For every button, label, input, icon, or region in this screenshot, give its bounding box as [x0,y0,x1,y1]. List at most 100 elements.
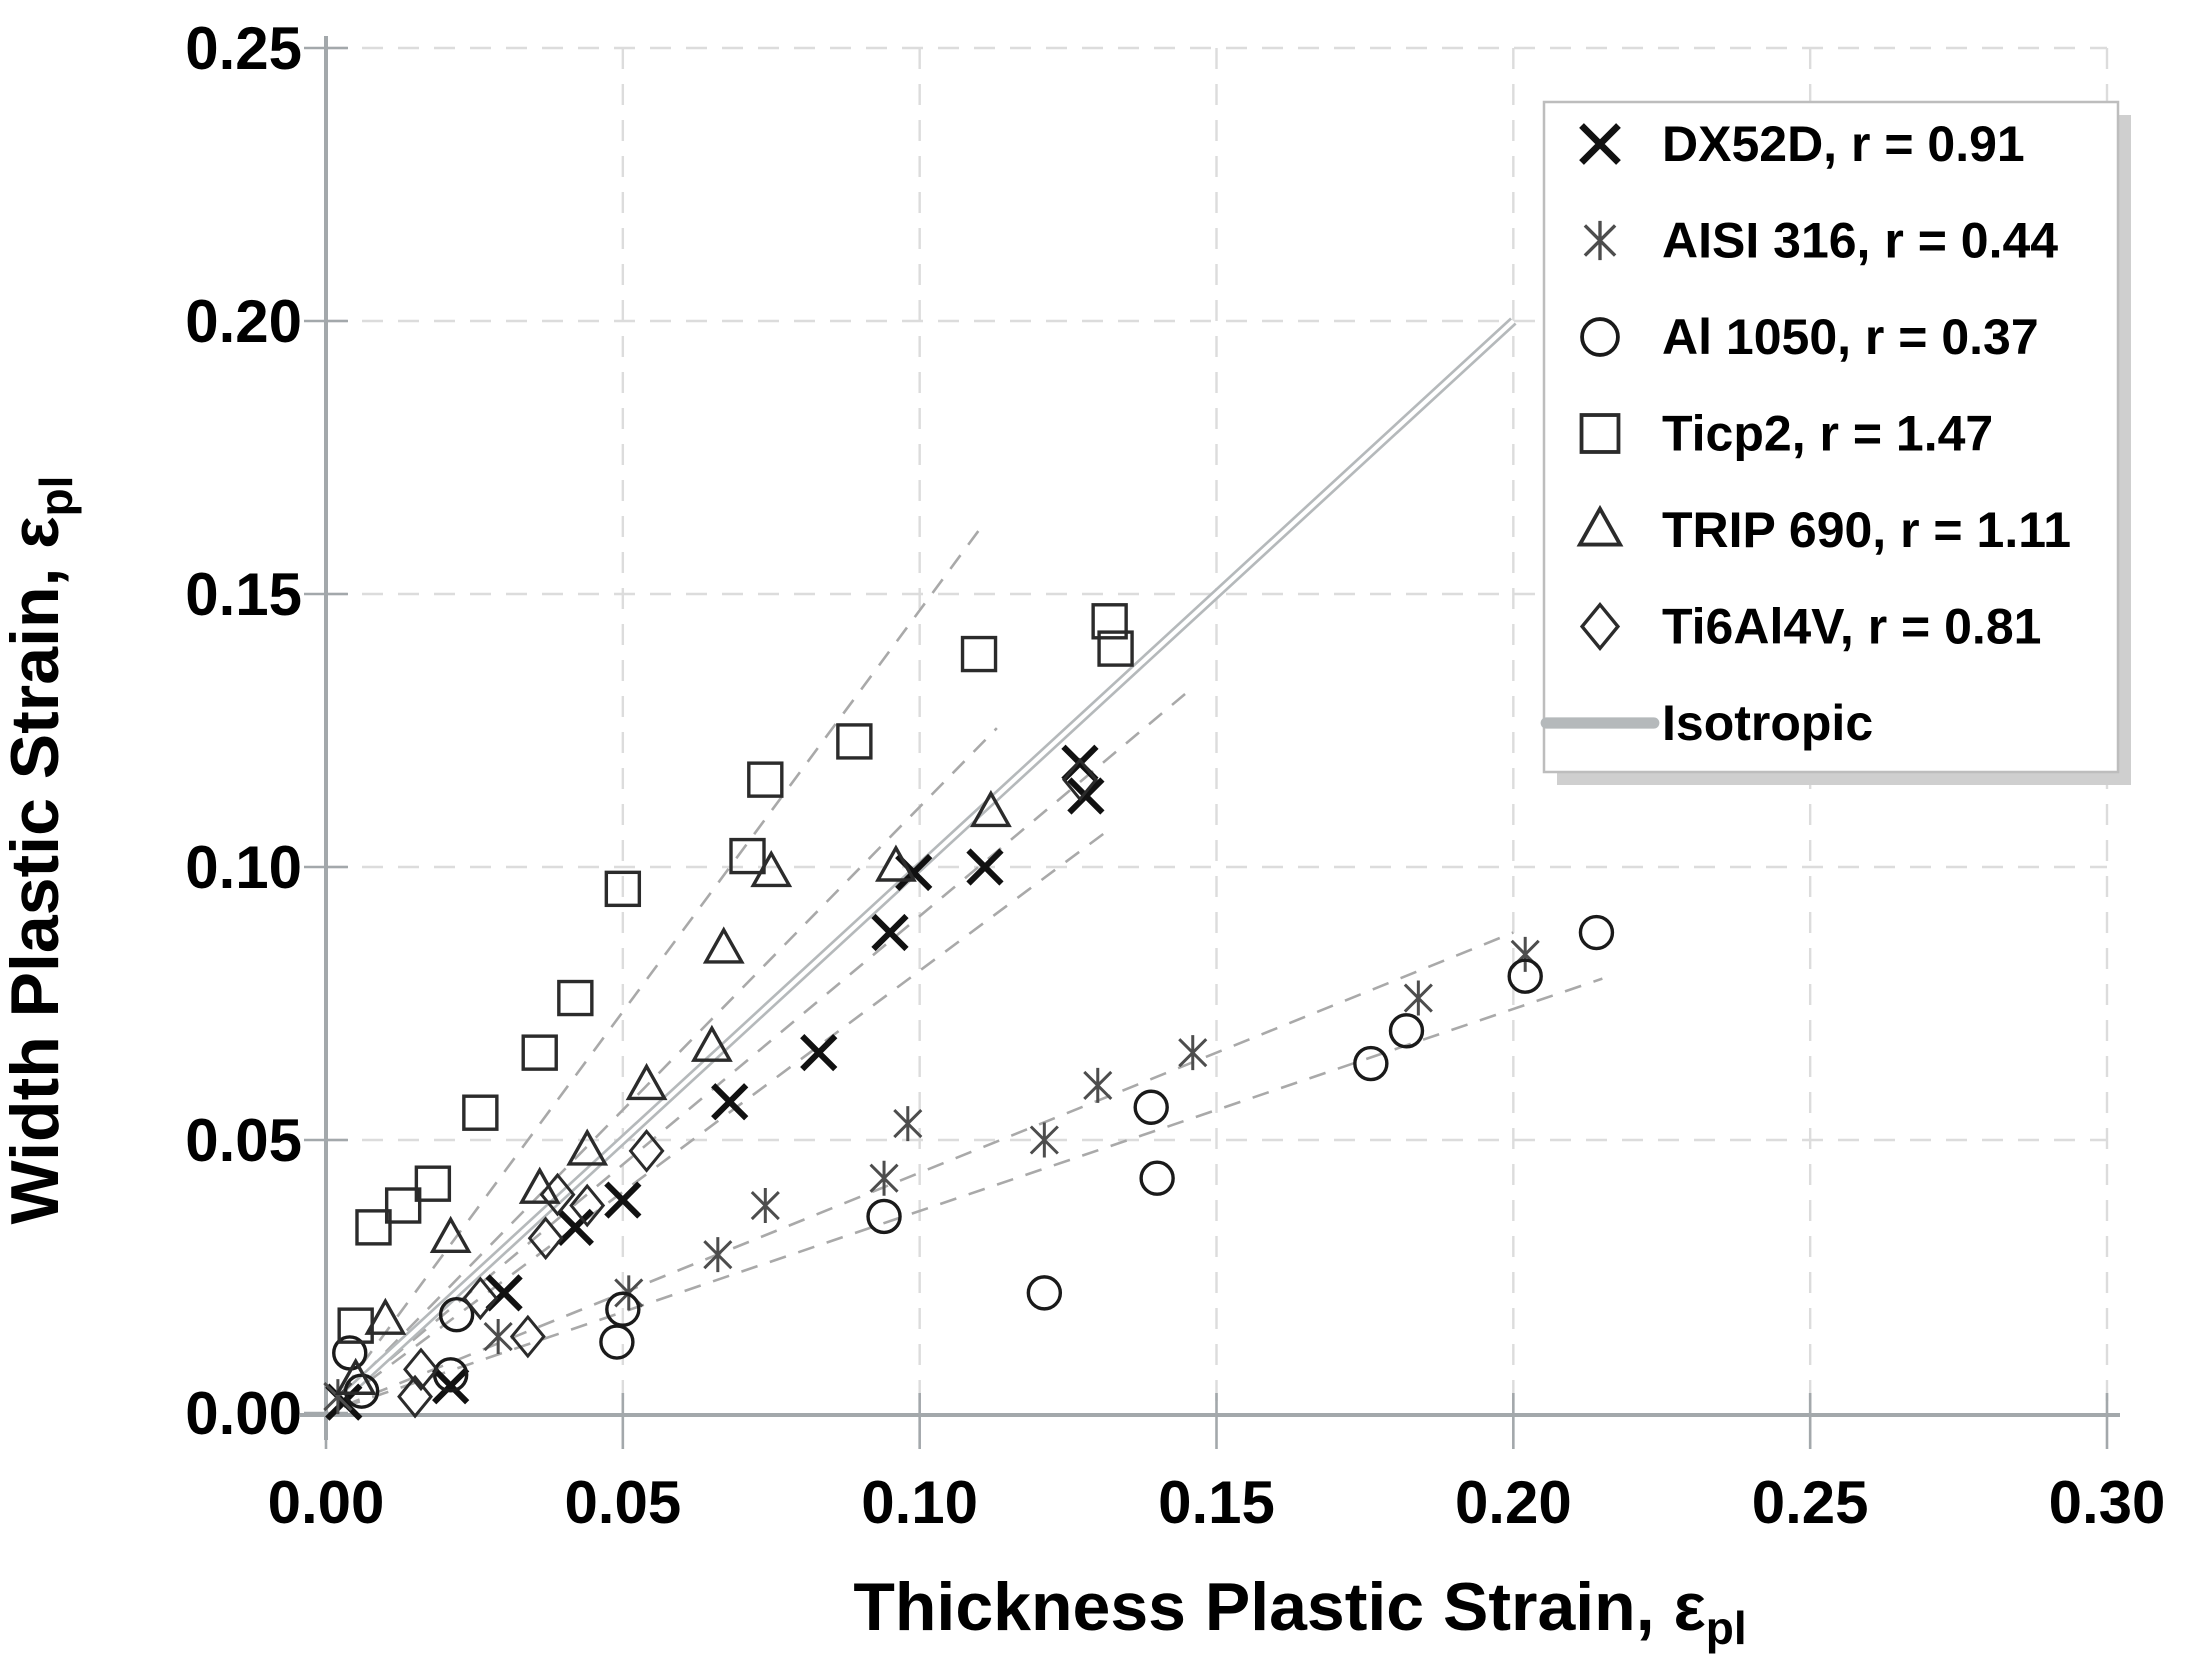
asterisk-marker-glyph [1178,1035,1208,1071]
y-tick-label: 0.00 [185,1380,302,1447]
x-tick-label: 0.20 [1455,1469,1572,1536]
legend-marker-circle [1580,317,1620,357]
axes [300,36,2120,1449]
circle-marker-glyph [605,1291,641,1327]
legend-item-label: TRIP 690, r = 1.11 [1662,502,2071,558]
x-tick-label: 0.15 [1158,1469,1275,1536]
circle-marker-glyph [1507,958,1543,994]
square-marker-glyph [1579,413,1621,454]
asterisk-marker-glyph [1029,1122,1059,1158]
data-markers [323,603,1615,1421]
square-marker-glyph [355,1209,392,1246]
asterisk-marker-glyph [750,1188,780,1224]
series-marker-trip-690 [750,849,793,888]
series-marker-trip-690 [875,844,917,882]
series-marker-aisi-316 [869,1160,899,1196]
series-marker-dx52d [1067,777,1105,815]
series-marker-dx52d [871,913,909,952]
circle-marker-glyph [1133,1089,1169,1125]
trend-line-dx52d [342,691,1188,1400]
triangle-marker-glyph [334,1357,377,1395]
legend-marker-square [1579,413,1621,454]
series-marker-ticp2 [1097,630,1134,667]
tick-labels: 0.00 0.05 0.10 0.15 0.20 0.25 0.30 0.00 0.05 0.10… [185,15,2165,1536]
series-marker-al-1050 [1133,1089,1169,1125]
y-axis-title: Width Plastic Strain, εpl [0,476,82,1225]
trend-line-al-1050 [343,977,1603,1409]
square-marker-glyph [729,837,766,875]
series-marker-ticp2 [384,1187,422,1224]
series-marker-al-1050 [866,1198,902,1235]
triangle-marker-glyph [969,789,1012,828]
series-marker-ticp2 [1091,603,1128,640]
diamond-marker-glyph [462,1276,499,1321]
square-marker-glyph [557,979,594,1017]
square-marker-glyph [1097,630,1134,667]
triangle-marker-glyph [702,926,745,964]
legend-item-label: DX52D, r = 0.91 [1662,116,2025,172]
circle-marker-glyph [432,1357,469,1393]
series-marker-al-1050 [1139,1160,1175,1196]
series-marker-al-1050 [432,1357,469,1393]
x-marker-glyph [556,1208,594,1246]
triangle-marker-glyph [875,844,917,882]
series-marker-trip-690 [690,1024,733,1062]
series-marker-trip-690 [969,789,1012,828]
asterisk-marker-glyph [483,1319,513,1355]
diamond-marker-glyph [527,1216,564,1261]
series-marker-al-1050 [1578,914,1615,951]
triangle-marker-glyph [690,1024,733,1062]
series-marker-ticp2 [355,1209,392,1246]
asterisk-marker-glyph [1583,220,1617,261]
square-marker-glyph [462,1094,499,1131]
x-marker-glyph [711,1083,749,1121]
circle-marker-glyph [1580,317,1620,357]
series-marker-aisi-316 [1510,936,1540,972]
legend-marker-diamond [1579,602,1621,651]
y-tick-label: 0.10 [185,834,302,901]
x-axis-title: Thickness Plastic Strain, εpl [853,1569,1746,1654]
square-marker-glyph [414,1165,452,1202]
series-marker-al-1050 [1026,1275,1063,1311]
series-marker-aisi-316 [1403,980,1433,1016]
series-marker-trip-690 [364,1297,407,1335]
circle-marker-glyph [599,1324,635,1360]
x-tick-label: 0.00 [268,1469,385,1536]
asterisk-marker-glyph [1403,980,1433,1016]
series-marker-dx52d [432,1367,470,1405]
diamond-marker-glyph [1579,602,1621,651]
x-tick-label: 0.25 [1752,1469,1869,1536]
square-marker-glyph [836,723,873,760]
legend-box [1542,100,2120,774]
series-marker-ticp2 [729,837,766,875]
x-marker-glyph [966,848,1004,886]
square-marker-glyph [604,870,642,908]
asterisk-marker-glyph [1510,936,1540,972]
square-marker-glyph [1091,603,1128,640]
diamond-marker-glyph [397,1374,433,1419]
asterisk-marker-glyph [869,1160,899,1196]
series-marker-ti6al4v [397,1374,433,1419]
square-marker-glyph [521,1034,558,1071]
series-marker-al-1050 [1388,1013,1425,1049]
series-marker-aisi-316 [893,1106,923,1142]
series-marker-ti6al4v [403,1347,439,1392]
square-marker-glyph [384,1187,422,1224]
y-tick-label: 0.20 [185,288,302,355]
series-marker-trip-690 [625,1062,668,1101]
circle-marker-glyph [866,1198,902,1235]
circle-marker-glyph [1026,1275,1063,1311]
triangle-marker-glyph [1576,504,1624,547]
series-marker-trip-690 [702,926,745,964]
series-marker-aisi-316 [483,1319,513,1355]
asterisk-marker-glyph [893,1106,923,1142]
series-marker-trip-690 [429,1215,472,1253]
trend-line-aisi-316 [343,931,1514,1407]
x-marker-glyph [871,913,909,952]
x-marker-glyph [1067,777,1105,815]
asterisk-marker-glyph [703,1237,733,1273]
diamond-marker-glyph [539,1172,576,1217]
circle-marker-glyph [1139,1160,1175,1196]
